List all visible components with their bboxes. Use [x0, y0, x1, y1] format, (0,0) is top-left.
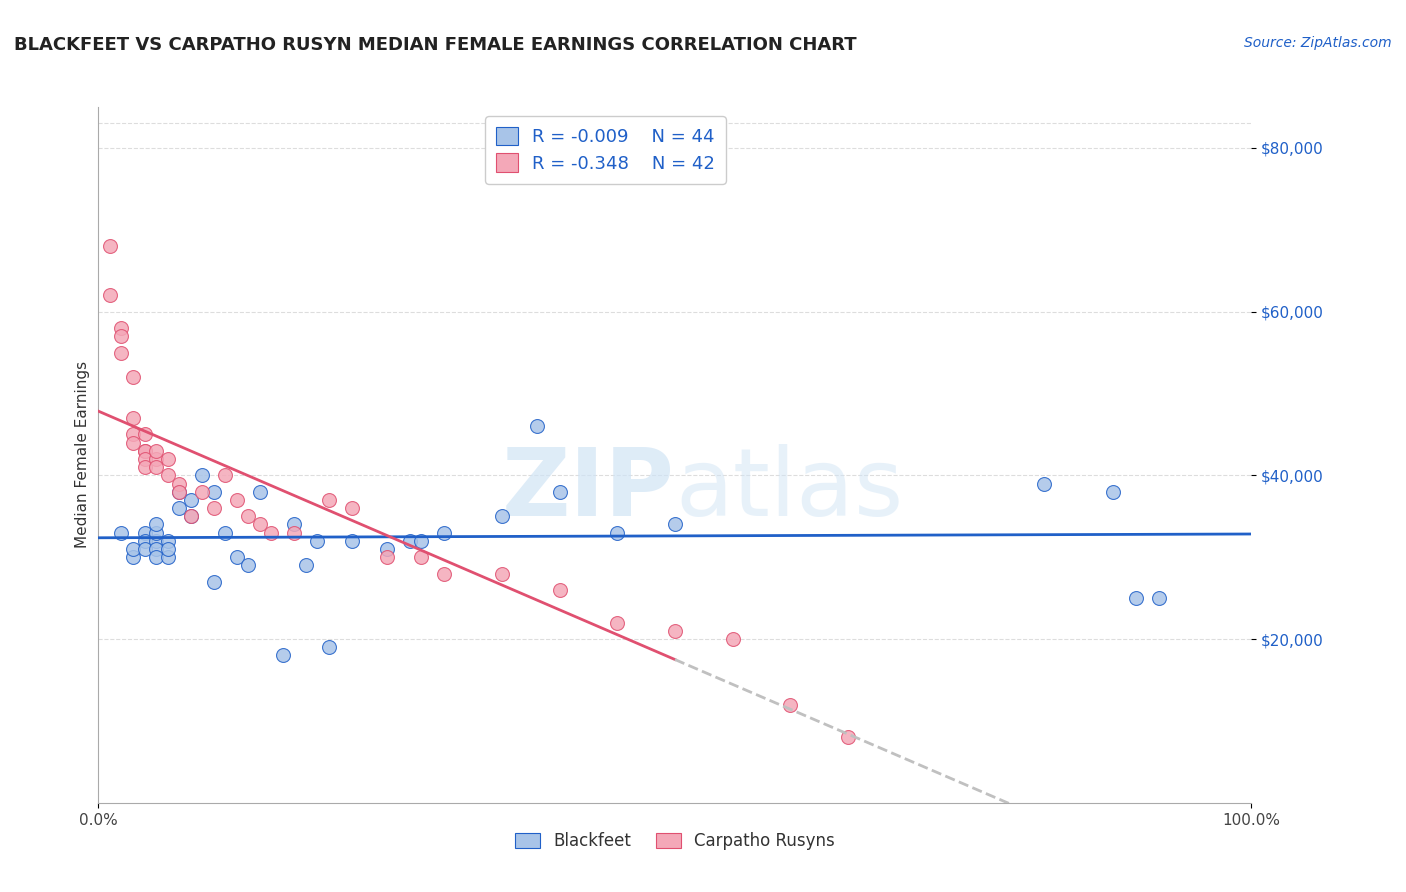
Point	[134, 452, 156, 467]
Point	[837, 731, 859, 745]
Point	[134, 460, 156, 475]
Point	[110, 329, 132, 343]
Point	[249, 517, 271, 532]
Point	[433, 525, 456, 540]
Point	[491, 566, 513, 581]
Point	[180, 492, 202, 507]
Point	[110, 321, 132, 335]
Point	[134, 443, 156, 458]
Point	[156, 542, 179, 557]
Point	[145, 517, 167, 532]
Point	[606, 615, 628, 630]
Point	[1125, 591, 1147, 606]
Point	[122, 411, 145, 425]
Point	[156, 533, 179, 548]
Point	[134, 427, 156, 442]
Point	[202, 484, 225, 499]
Text: atlas: atlas	[675, 443, 903, 536]
Point	[214, 525, 236, 540]
Text: ZIP: ZIP	[502, 443, 675, 536]
Point	[167, 484, 190, 499]
Point	[145, 550, 167, 565]
Point	[98, 288, 121, 302]
Point	[238, 558, 260, 573]
Point	[145, 542, 167, 557]
Point	[145, 525, 167, 540]
Point	[238, 509, 260, 524]
Point	[548, 582, 571, 597]
Point	[134, 542, 156, 557]
Point	[180, 509, 202, 524]
Point	[340, 533, 363, 548]
Point	[307, 533, 329, 548]
Point	[167, 476, 190, 491]
Point	[295, 558, 318, 573]
Point	[145, 443, 167, 458]
Point	[134, 533, 156, 548]
Point	[167, 484, 190, 499]
Point	[202, 574, 225, 589]
Point	[375, 542, 398, 557]
Point	[180, 509, 202, 524]
Point	[271, 648, 294, 663]
Point	[191, 468, 214, 483]
Point	[491, 509, 513, 524]
Text: Source: ZipAtlas.com: Source: ZipAtlas.com	[1244, 36, 1392, 50]
Point	[122, 550, 145, 565]
Point	[398, 533, 420, 548]
Point	[260, 525, 283, 540]
Point	[664, 517, 686, 532]
Point	[122, 542, 145, 557]
Point	[156, 468, 179, 483]
Point	[340, 501, 363, 516]
Y-axis label: Median Female Earnings: Median Female Earnings	[75, 361, 90, 549]
Point	[1102, 484, 1125, 499]
Point	[145, 533, 167, 548]
Point	[156, 452, 179, 467]
Point	[214, 468, 236, 483]
Point	[145, 452, 167, 467]
Legend: Blackfeet, Carpatho Rusyns: Blackfeet, Carpatho Rusyns	[508, 826, 842, 857]
Point	[167, 501, 190, 516]
Point	[145, 460, 167, 475]
Point	[664, 624, 686, 638]
Point	[375, 550, 398, 565]
Point	[122, 370, 145, 384]
Point	[225, 550, 247, 565]
Point	[110, 525, 132, 540]
Point	[225, 492, 247, 507]
Text: BLACKFEET VS CARPATHO RUSYN MEDIAN FEMALE EARNINGS CORRELATION CHART: BLACKFEET VS CARPATHO RUSYN MEDIAN FEMAL…	[14, 36, 856, 54]
Point	[548, 484, 571, 499]
Point	[283, 517, 305, 532]
Point	[202, 501, 225, 516]
Point	[1147, 591, 1170, 606]
Point	[156, 550, 179, 565]
Point	[433, 566, 456, 581]
Point	[134, 525, 156, 540]
Point	[110, 345, 132, 359]
Point	[318, 492, 340, 507]
Point	[283, 525, 305, 540]
Point	[411, 550, 433, 565]
Point	[721, 632, 744, 646]
Point	[606, 525, 628, 540]
Point	[122, 427, 145, 442]
Point	[98, 239, 121, 253]
Point	[191, 484, 214, 499]
Point	[411, 533, 433, 548]
Point	[318, 640, 340, 655]
Point	[134, 443, 156, 458]
Point	[249, 484, 271, 499]
Point	[526, 419, 548, 434]
Point	[779, 698, 801, 712]
Point	[1032, 476, 1054, 491]
Point	[122, 435, 145, 450]
